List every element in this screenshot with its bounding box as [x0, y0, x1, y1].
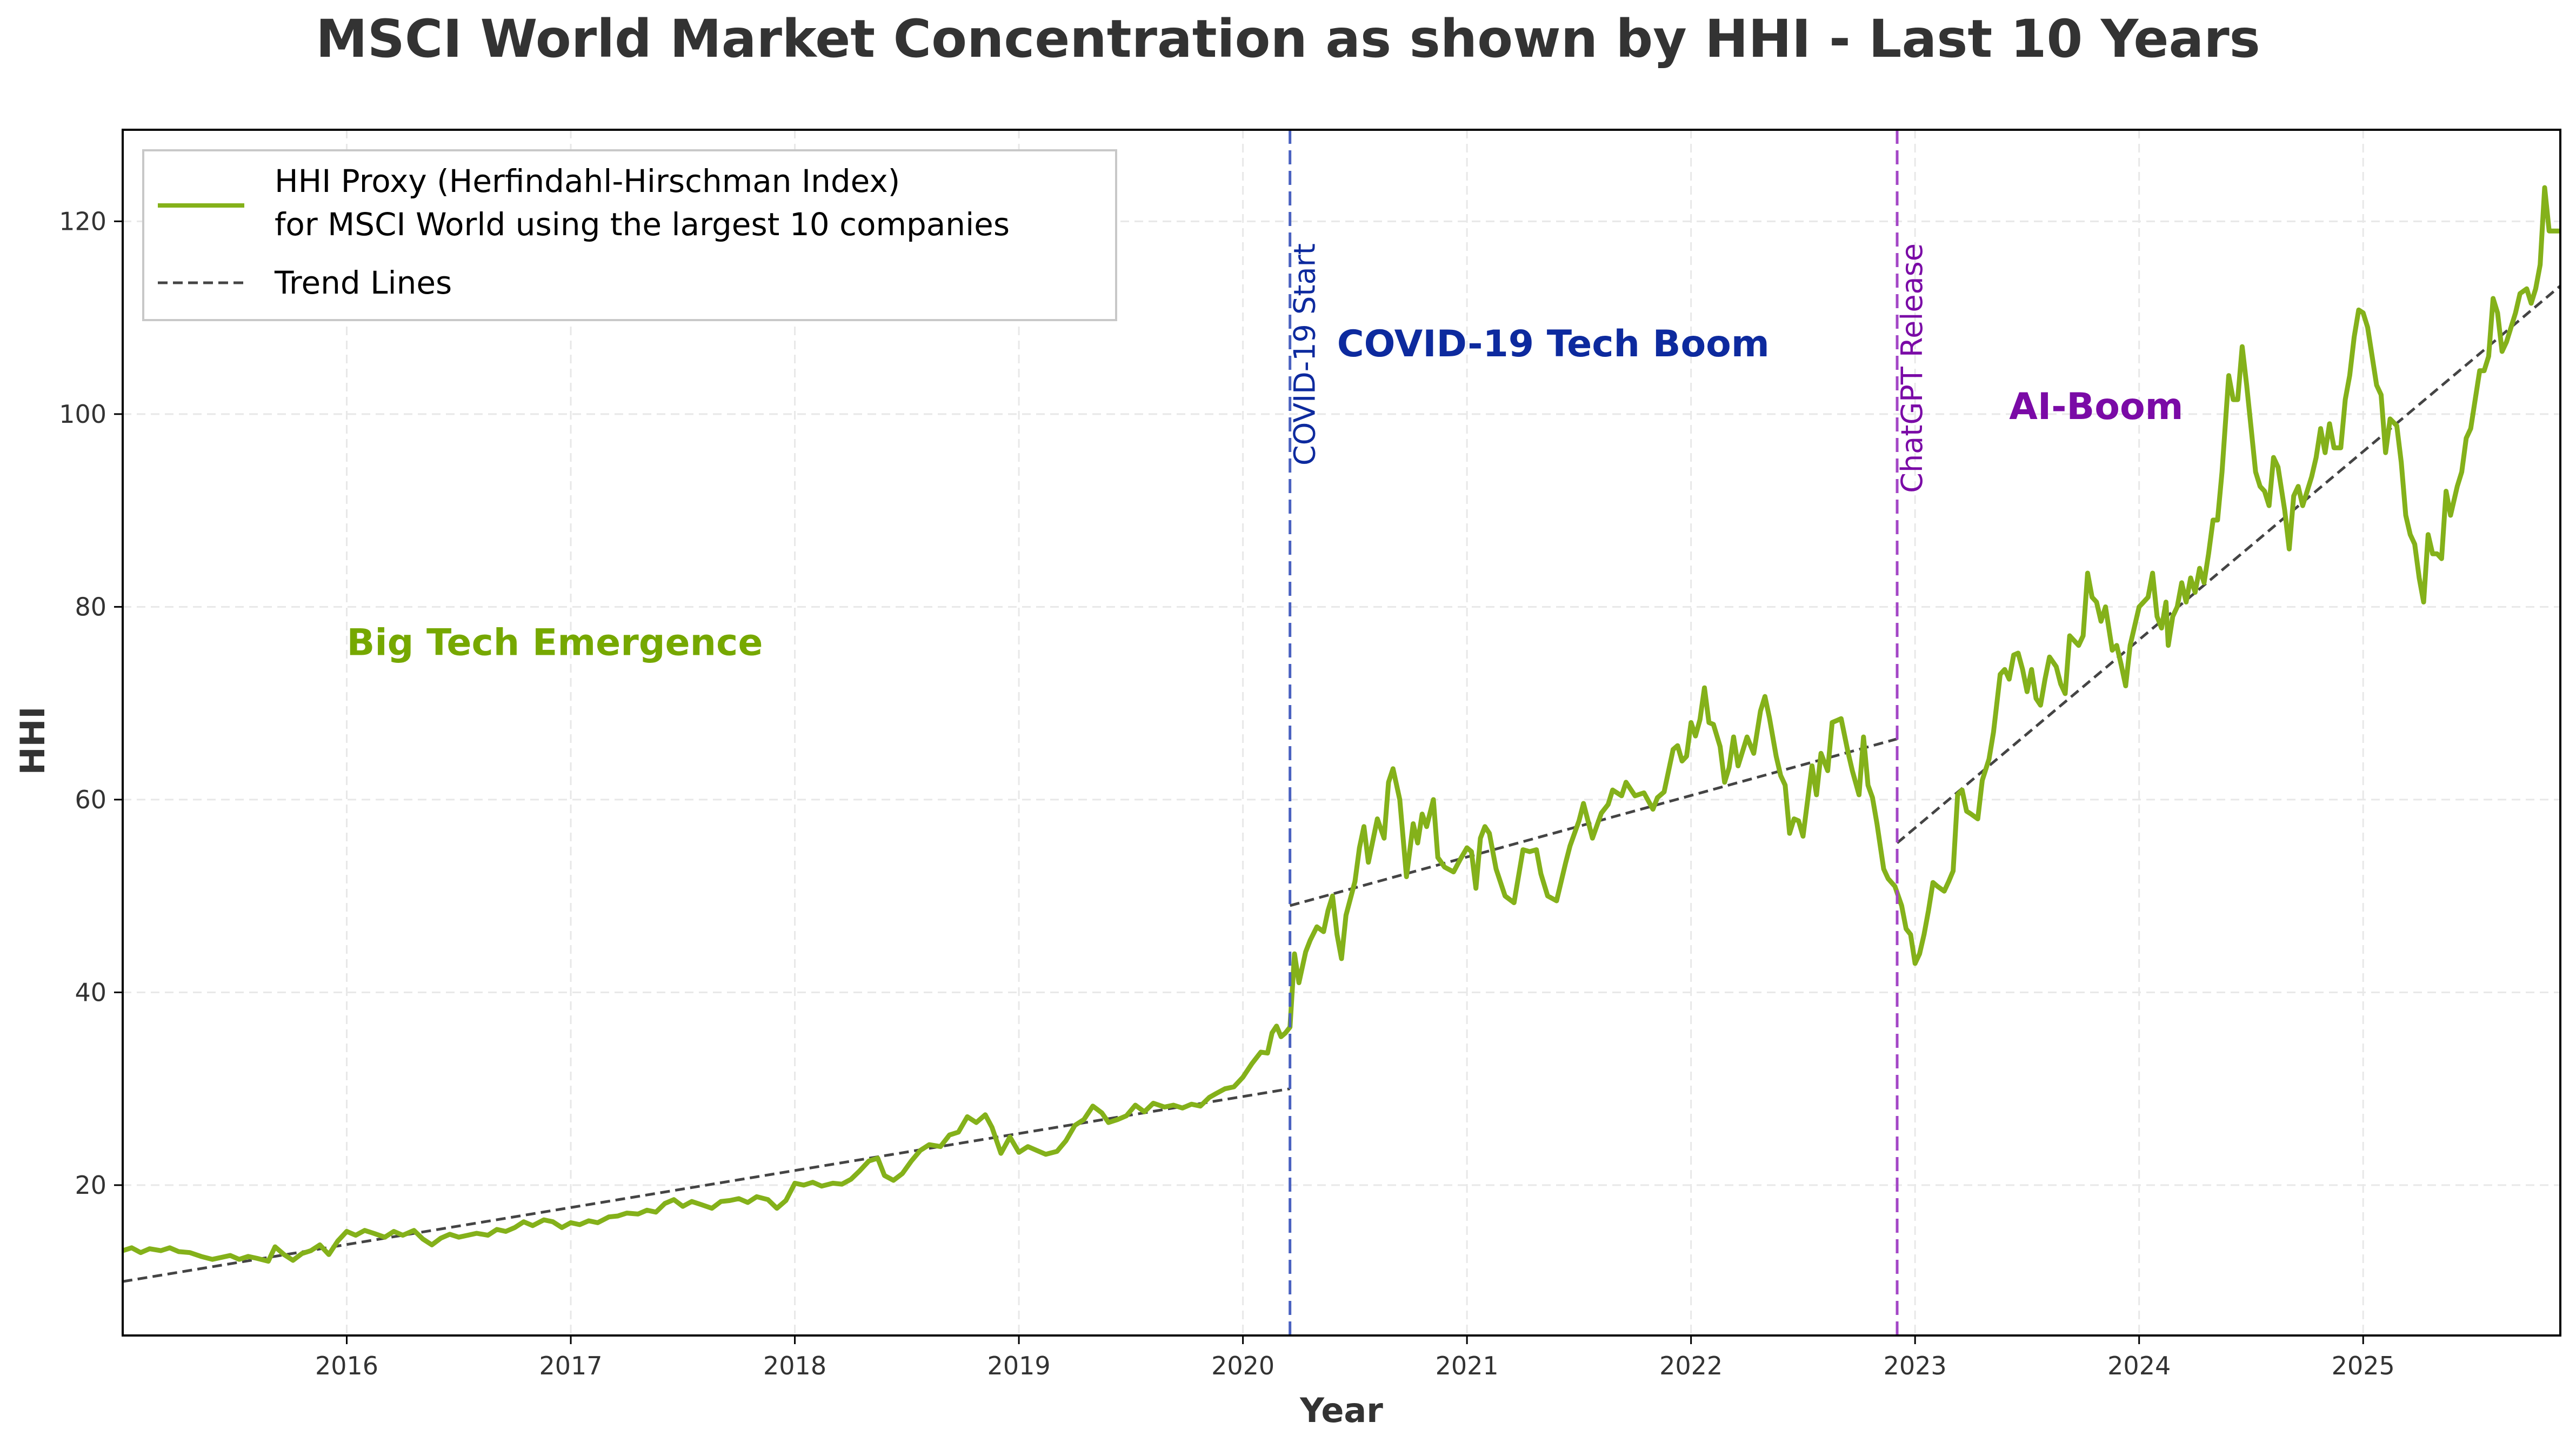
y-axis-ticks: 20 40 60 80 100 120 [59, 207, 123, 1200]
annotations: Big Tech Emergence COVID-19 Tech Boom AI-B… [347, 323, 2184, 664]
x-tick-label: 2021 [1436, 1351, 1499, 1380]
y-axis-label: HHI [13, 707, 52, 775]
y-tick-label: 100 [59, 400, 106, 429]
y-tick-label: 120 [59, 207, 106, 236]
y-tick-label: 40 [75, 978, 106, 1007]
legend-box [142, 149, 1117, 321]
x-tick-label: 2023 [1884, 1351, 1947, 1380]
era-annotation: AI-Boom [2009, 386, 2183, 428]
event-lines: COVID-19 Start ChatGPT Release [1288, 130, 1929, 1335]
trend-line-ai [1896, 284, 2561, 845]
legend-trend-label: Trend Lines [274, 264, 452, 301]
x-tick-label: 2018 [763, 1351, 826, 1380]
y-tick-label: 20 [75, 1171, 106, 1200]
legend-hhi-label-line1: HHI Proxy (Herfindahl-Hirschman Index) [275, 163, 900, 200]
plot-frame [122, 129, 2561, 1337]
legend: HHI Proxy (Herfindahl-Hirschman Index) f… [142, 149, 1117, 321]
x-tick-label: 2025 [2332, 1351, 2395, 1380]
series-layer [122, 185, 2561, 1283]
x-tick-label: 2019 [987, 1351, 1051, 1380]
hhi-series-line [122, 185, 2560, 1264]
x-tick-label: 2024 [2107, 1351, 2171, 1380]
x-tick-label: 2022 [1659, 1351, 1723, 1380]
event-line-label: ChatGPT Release [1895, 243, 1929, 493]
x-axis-ticks: 2016 2017 2018 2019 2020 2021 2022 2023 2024 2025 [315, 1335, 2395, 1380]
chart-title: MSCI World Market Concentration as shown… [316, 9, 2260, 69]
x-tick-label: 2020 [1211, 1351, 1274, 1380]
era-annotation: COVID-19 Tech Boom [1337, 323, 1770, 366]
x-tick-label: 2016 [315, 1351, 378, 1380]
x-tick-label: 2017 [539, 1351, 603, 1380]
y-tick-label: 80 [75, 592, 106, 621]
y-tick-label: 60 [75, 785, 106, 814]
x-axis-label: Year [1299, 1391, 1383, 1430]
era-annotation: Big Tech Emergence [347, 622, 763, 664]
legend-hhi-label-line2: for MSCI World using the largest 10 comp… [275, 206, 1010, 243]
event-line-label: COVID-19 Start [1288, 243, 1322, 466]
